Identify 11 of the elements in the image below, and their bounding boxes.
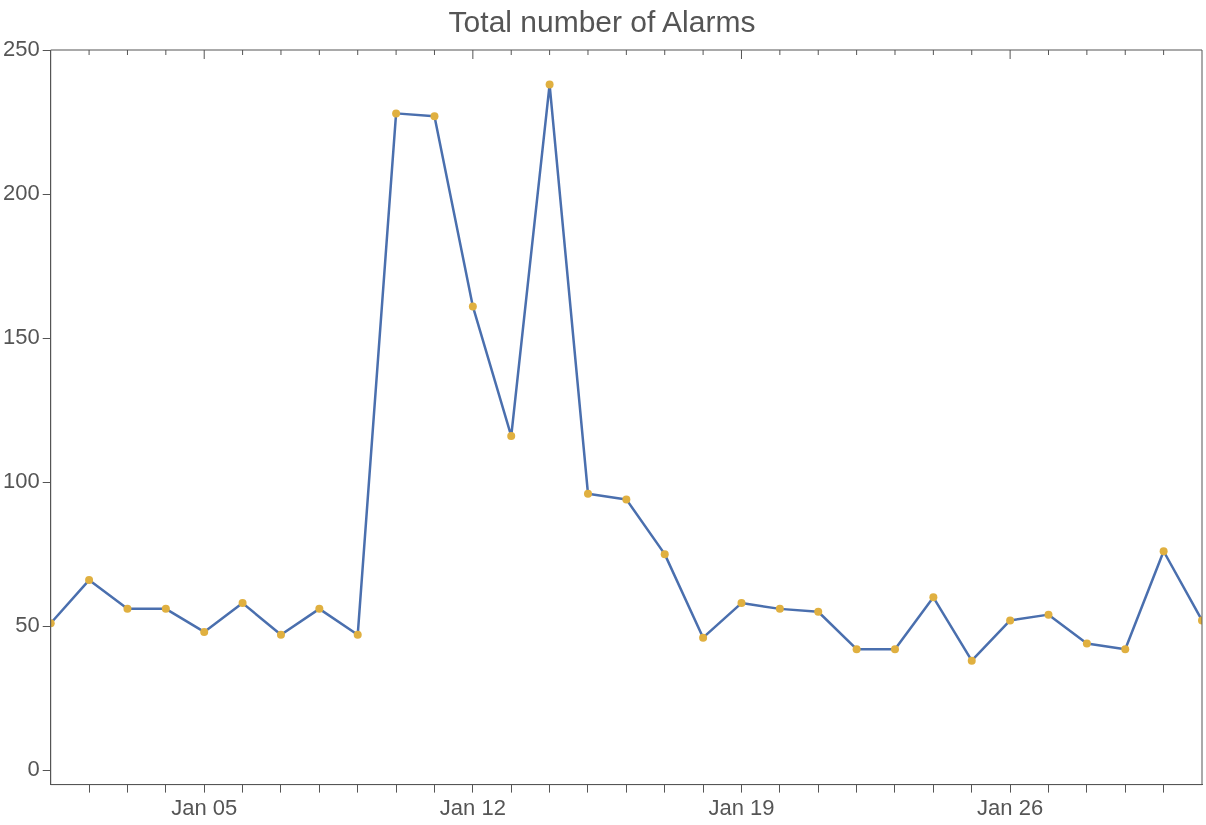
x-tick-label: Jan 19	[708, 794, 775, 820]
y-tick-label: 200	[2, 180, 40, 206]
x-tick-label: Jan 05	[171, 794, 238, 820]
x-tick-label: Jan 12	[439, 794, 506, 820]
x-tick-label: Jan 26	[977, 794, 1044, 820]
y-tick-label: 100	[2, 468, 40, 494]
chart-title: Total number of Alarms	[448, 5, 756, 39]
y-tick-label: 250	[2, 36, 40, 62]
y-tick-label: 0	[27, 756, 40, 782]
y-tick-label: 50	[15, 612, 40, 638]
y-tick-label: 150	[2, 324, 40, 350]
